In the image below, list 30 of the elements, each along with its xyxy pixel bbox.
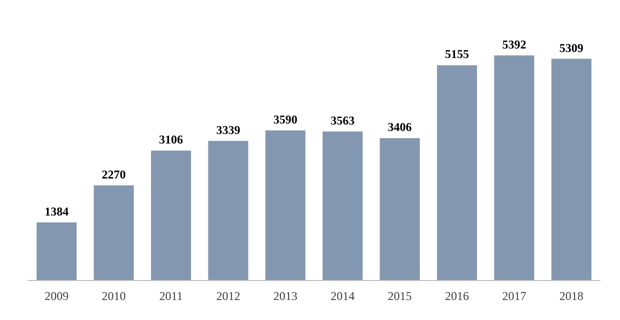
data-label: 2270 <box>102 167 126 182</box>
data-label: 3563 <box>330 114 355 128</box>
bar <box>36 222 77 280</box>
data-label: 5309 <box>559 40 584 55</box>
data-label: 3590 <box>273 112 298 126</box>
bar <box>380 138 420 280</box>
bar <box>494 55 534 280</box>
x-tick-label: 2011 <box>159 289 183 303</box>
data-label: 3339 <box>216 122 240 137</box>
bar <box>265 130 306 280</box>
x-tick-label: 2009 <box>44 289 69 303</box>
bar <box>208 140 248 280</box>
data-label: 1384 <box>44 204 69 218</box>
data-label: 5392 <box>502 37 526 52</box>
x-tick-label: 2013 <box>273 289 298 303</box>
bar <box>94 185 134 280</box>
x-tick-label: 2012 <box>216 289 240 303</box>
data-label: 5155 <box>445 47 469 62</box>
x-tick-label: 2015 <box>388 289 412 303</box>
data-label: 3106 <box>159 132 183 147</box>
x-tick-label: 2010 <box>102 289 126 303</box>
x-tick-label: 2014 <box>330 289 355 303</box>
x-tick-label: 2018 <box>559 289 584 303</box>
x-tick-label: 2017 <box>502 289 526 303</box>
x-tick-label: 2016 <box>445 289 469 303</box>
bar <box>436 65 478 280</box>
bar <box>322 132 363 280</box>
bar <box>150 150 192 280</box>
bar <box>551 58 592 280</box>
data-label: 3406 <box>388 120 412 134</box>
